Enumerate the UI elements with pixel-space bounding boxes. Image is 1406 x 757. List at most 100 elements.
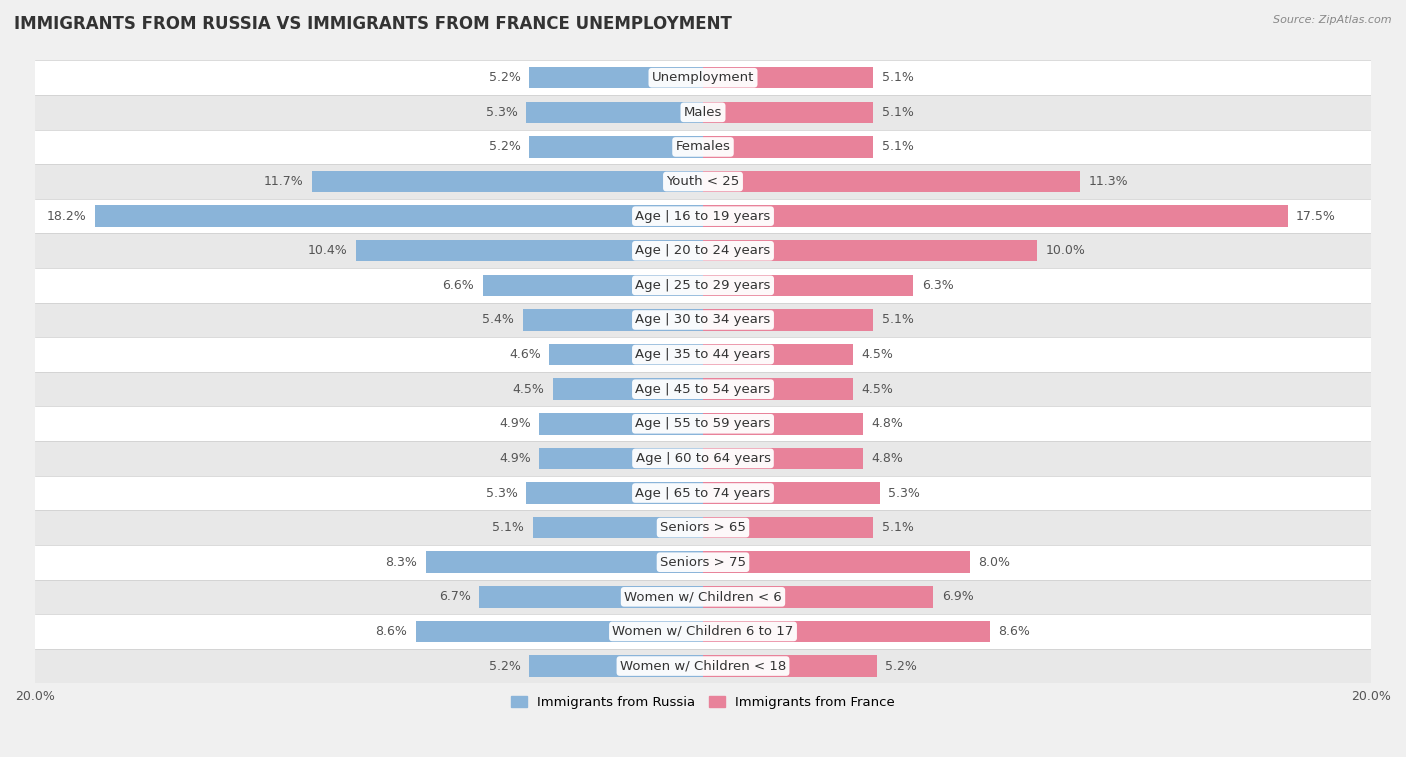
- Text: 5.1%: 5.1%: [492, 521, 524, 534]
- Text: Age | 35 to 44 years: Age | 35 to 44 years: [636, 348, 770, 361]
- Text: 8.6%: 8.6%: [998, 625, 1031, 638]
- Text: 5.1%: 5.1%: [882, 313, 914, 326]
- Text: 4.8%: 4.8%: [872, 452, 904, 465]
- Bar: [35, 199, 1371, 233]
- Bar: [35, 338, 1371, 372]
- Bar: [703, 171, 1080, 192]
- Bar: [529, 656, 703, 677]
- Bar: [703, 517, 873, 538]
- Text: 8.6%: 8.6%: [375, 625, 408, 638]
- Bar: [703, 344, 853, 366]
- Text: Women w/ Children 6 to 17: Women w/ Children 6 to 17: [613, 625, 793, 638]
- Text: Source: ZipAtlas.com: Source: ZipAtlas.com: [1274, 15, 1392, 25]
- Text: 5.2%: 5.2%: [489, 141, 522, 154]
- Bar: [703, 586, 934, 608]
- Text: Age | 45 to 54 years: Age | 45 to 54 years: [636, 383, 770, 396]
- Legend: Immigrants from Russia, Immigrants from France: Immigrants from Russia, Immigrants from …: [506, 690, 900, 714]
- Text: 5.1%: 5.1%: [882, 141, 914, 154]
- Text: 5.3%: 5.3%: [889, 487, 921, 500]
- Text: 4.8%: 4.8%: [872, 417, 904, 430]
- Text: Age | 16 to 19 years: Age | 16 to 19 years: [636, 210, 770, 223]
- Bar: [482, 275, 703, 296]
- Bar: [703, 552, 970, 573]
- Bar: [703, 310, 873, 331]
- Text: 5.1%: 5.1%: [882, 521, 914, 534]
- Bar: [35, 407, 1371, 441]
- Text: 5.2%: 5.2%: [489, 659, 522, 672]
- Bar: [35, 649, 1371, 684]
- Text: Age | 55 to 59 years: Age | 55 to 59 years: [636, 417, 770, 430]
- Text: Age | 60 to 64 years: Age | 60 to 64 years: [636, 452, 770, 465]
- Text: 5.1%: 5.1%: [882, 106, 914, 119]
- Bar: [703, 275, 914, 296]
- Bar: [35, 545, 1371, 580]
- Text: 5.4%: 5.4%: [482, 313, 515, 326]
- Bar: [703, 482, 880, 503]
- Bar: [35, 475, 1371, 510]
- Text: IMMIGRANTS FROM RUSSIA VS IMMIGRANTS FROM FRANCE UNEMPLOYMENT: IMMIGRANTS FROM RUSSIA VS IMMIGRANTS FRO…: [14, 15, 733, 33]
- Bar: [35, 164, 1371, 199]
- Bar: [703, 136, 873, 157]
- Text: Age | 20 to 24 years: Age | 20 to 24 years: [636, 245, 770, 257]
- Text: 4.6%: 4.6%: [509, 348, 541, 361]
- Bar: [523, 310, 703, 331]
- Text: 4.9%: 4.9%: [499, 452, 531, 465]
- Text: Age | 25 to 29 years: Age | 25 to 29 years: [636, 279, 770, 292]
- Bar: [35, 61, 1371, 95]
- Bar: [533, 517, 703, 538]
- Bar: [703, 378, 853, 400]
- Text: 6.3%: 6.3%: [922, 279, 953, 292]
- Bar: [703, 240, 1038, 261]
- Text: Seniors > 65: Seniors > 65: [659, 521, 747, 534]
- Bar: [703, 205, 1288, 227]
- Text: 8.3%: 8.3%: [385, 556, 418, 569]
- Bar: [529, 67, 703, 89]
- Bar: [553, 378, 703, 400]
- Bar: [356, 240, 703, 261]
- Bar: [703, 413, 863, 435]
- Bar: [35, 372, 1371, 407]
- Bar: [703, 101, 873, 123]
- Text: 4.5%: 4.5%: [862, 383, 894, 396]
- Text: 4.5%: 4.5%: [862, 348, 894, 361]
- Bar: [35, 510, 1371, 545]
- Text: 17.5%: 17.5%: [1296, 210, 1336, 223]
- Text: 5.3%: 5.3%: [485, 487, 517, 500]
- Text: Youth < 25: Youth < 25: [666, 175, 740, 188]
- Bar: [96, 205, 703, 227]
- Text: Unemployment: Unemployment: [652, 71, 754, 84]
- Bar: [479, 586, 703, 608]
- Text: 5.2%: 5.2%: [884, 659, 917, 672]
- Bar: [703, 67, 873, 89]
- Text: 5.3%: 5.3%: [485, 106, 517, 119]
- Text: 5.2%: 5.2%: [489, 71, 522, 84]
- Text: Seniors > 75: Seniors > 75: [659, 556, 747, 569]
- Bar: [426, 552, 703, 573]
- Bar: [35, 614, 1371, 649]
- Text: 18.2%: 18.2%: [46, 210, 87, 223]
- Text: 4.5%: 4.5%: [512, 383, 544, 396]
- Text: 10.4%: 10.4%: [308, 245, 347, 257]
- Bar: [35, 233, 1371, 268]
- Bar: [703, 621, 990, 642]
- Text: 8.0%: 8.0%: [979, 556, 1011, 569]
- Bar: [35, 95, 1371, 129]
- Bar: [35, 268, 1371, 303]
- Bar: [703, 656, 877, 677]
- Text: 10.0%: 10.0%: [1046, 245, 1085, 257]
- Text: Females: Females: [675, 141, 731, 154]
- Text: 6.9%: 6.9%: [942, 590, 973, 603]
- Bar: [526, 482, 703, 503]
- Text: Women w/ Children < 18: Women w/ Children < 18: [620, 659, 786, 672]
- Bar: [540, 447, 703, 469]
- Bar: [35, 129, 1371, 164]
- Text: Age | 65 to 74 years: Age | 65 to 74 years: [636, 487, 770, 500]
- Bar: [529, 136, 703, 157]
- Text: 6.7%: 6.7%: [439, 590, 471, 603]
- Bar: [35, 580, 1371, 614]
- Text: 6.6%: 6.6%: [443, 279, 474, 292]
- Text: Women w/ Children < 6: Women w/ Children < 6: [624, 590, 782, 603]
- Text: 11.7%: 11.7%: [264, 175, 304, 188]
- Bar: [526, 101, 703, 123]
- Text: 5.1%: 5.1%: [882, 71, 914, 84]
